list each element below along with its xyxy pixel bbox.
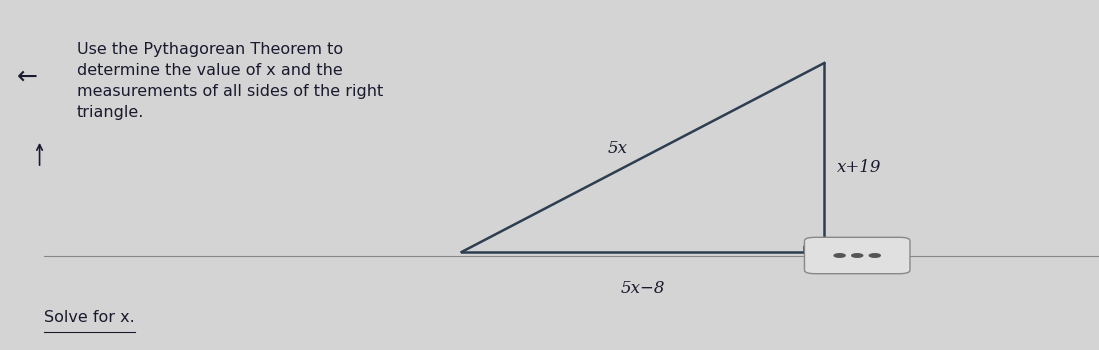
Circle shape: [869, 254, 880, 257]
Text: Solve for x.: Solve for x.: [44, 310, 135, 326]
Text: x+19: x+19: [837, 160, 881, 176]
Circle shape: [834, 254, 845, 257]
Circle shape: [852, 254, 863, 257]
Text: ←: ←: [16, 65, 38, 89]
Text: 5x: 5x: [608, 140, 628, 157]
Text: 5x−8: 5x−8: [621, 280, 665, 297]
FancyBboxPatch shape: [804, 237, 910, 274]
Text: Use the Pythagorean Theorem to
determine the value of x and the
measurements of : Use the Pythagorean Theorem to determine…: [77, 42, 384, 120]
